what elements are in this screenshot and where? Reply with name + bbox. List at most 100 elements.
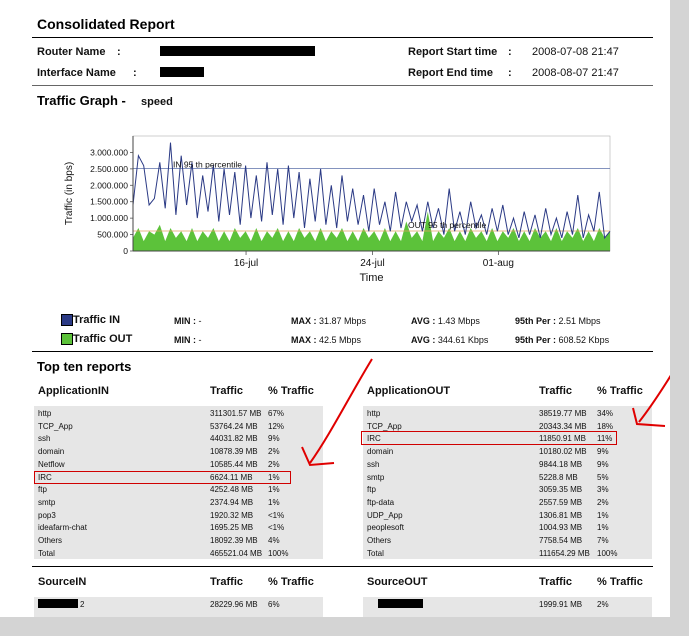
in-avg: AVG : 1.43 Mbps xyxy=(411,316,480,326)
stat-label: MIN : xyxy=(174,335,196,345)
stat-value: 608.52 Kbps xyxy=(558,335,610,345)
table-row: TCP_App 20343.34 MB 18% xyxy=(363,421,652,434)
stat-value: 344.61 Kbps xyxy=(437,335,489,345)
redacted-source-ip xyxy=(378,599,423,608)
irc-highlight-box xyxy=(361,431,617,445)
table-row: ssh 9844.18 MB 9% xyxy=(363,459,652,472)
row-name: Others xyxy=(367,536,392,545)
row-traffic: 465521.04 MB xyxy=(210,548,263,558)
stat-value: - xyxy=(198,316,202,326)
out-max: MAX : 42.5 Mbps xyxy=(291,335,361,345)
row-traffic: 2557.59 MB xyxy=(539,497,583,507)
row-traffic: 1004.93 MB xyxy=(539,523,583,533)
row-name: ftp-data xyxy=(367,497,395,507)
row-name: IRC xyxy=(38,472,52,482)
report-title: Consolidated Report xyxy=(37,16,175,32)
irc-highlight-box xyxy=(34,471,291,484)
row-traffic: 6624.11 MB xyxy=(210,472,253,482)
percent-header: % Traffic xyxy=(597,576,643,588)
table-row: domain 10878.39 MB 2% xyxy=(34,446,323,459)
graph-title: Traffic Graph - xyxy=(37,93,126,108)
row-name: ftp xyxy=(367,485,376,495)
row-percent: 11% xyxy=(597,434,613,444)
row-traffic: 44031.82 MB xyxy=(210,434,258,444)
stat-value: 1.43 Mbps xyxy=(437,316,480,326)
row-percent: 1% xyxy=(268,472,280,482)
stat-label: AVG : xyxy=(411,316,436,326)
row-traffic: 7758.54 MB xyxy=(539,536,583,545)
row-percent: 1% xyxy=(597,510,609,520)
y-tick-label: 1.500.000 xyxy=(90,197,128,207)
stat-label: MAX : xyxy=(291,316,317,326)
row-name: ideafarm-chat xyxy=(38,523,87,533)
traffic-header: Traffic xyxy=(539,385,573,397)
stat-label: MAX : xyxy=(291,335,317,345)
stat-label: MIN : xyxy=(174,316,196,326)
row-percent: 2% xyxy=(597,600,609,609)
row-percent: 2% xyxy=(268,447,280,457)
row-percent: 4% xyxy=(268,536,280,545)
row-traffic: 10585.44 MB xyxy=(210,459,258,469)
traffic-header: Traffic xyxy=(210,385,244,397)
report-end-value: 2008-08-07 21:47 xyxy=(532,67,619,79)
row-percent: 1% xyxy=(597,523,609,533)
row-percent: <1% xyxy=(268,523,285,533)
row-traffic: 10180.02 MB xyxy=(539,447,587,457)
row-name: pop3 xyxy=(38,510,56,520)
traffic-chart: 0 500.000 1.000.000 1.500.000 2.000.000 2.500… xyxy=(64,135,611,284)
table-row: Total 465521.04 MB 100% xyxy=(34,548,323,561)
row-name: ssh xyxy=(367,459,380,469)
row-traffic: 3059.35 MB xyxy=(539,485,583,495)
redacted-source-ip xyxy=(38,599,78,608)
stat-label: 95th Per : xyxy=(515,316,557,326)
row-percent: 3% xyxy=(597,485,609,495)
traffic-header: Traffic xyxy=(539,576,573,588)
row-traffic: 38519.77 MB xyxy=(539,409,587,418)
y-tick-label: 1.000.000 xyxy=(90,213,128,223)
table-row: ftp 3059.35 MB 3% xyxy=(363,484,652,497)
row-name: TCP_App xyxy=(367,421,402,431)
y-axis-label: Traffic (in bps) xyxy=(64,162,75,225)
stat-label: 95th Per : xyxy=(515,335,557,345)
table-row: smtp 5228.8 MB 5% xyxy=(363,472,652,485)
table-row: Others 18092.39 MB 4% xyxy=(34,535,323,548)
colon: : xyxy=(117,46,121,58)
row-percent: 100% xyxy=(268,548,289,558)
row-name: 2 xyxy=(80,600,85,609)
row-percent: 7% xyxy=(597,536,609,545)
in-percentile-label: IN 95 th percentile xyxy=(173,160,242,170)
y-tick-label: 3.000.000 xyxy=(90,147,128,157)
table-row: ideafarm-chat 1695.25 MB <1% xyxy=(34,522,323,535)
row-percent: 12% xyxy=(268,421,285,431)
row-name: UDP_App xyxy=(367,510,403,520)
percent-header: % Traffic xyxy=(268,576,314,588)
stat-label: AVG : xyxy=(411,335,436,345)
row-name: http xyxy=(38,409,52,418)
series-in-line xyxy=(132,142,611,240)
row-traffic: 4252.48 MB xyxy=(210,485,254,495)
table-row: IRC 11850.91 MB 11% xyxy=(363,433,652,446)
row-traffic: 2374.94 MB xyxy=(210,497,254,507)
row-name: domain xyxy=(367,447,394,457)
app-out-table: http 38519.77 MB 34% TCP_App 20343.34 MB 18% I… xyxy=(363,406,652,559)
app-out-header: ApplicationOUT xyxy=(367,385,451,397)
top-ten-title: Top ten reports xyxy=(37,359,132,374)
in-p95: 95th Per : 2.51 Mbps xyxy=(515,316,601,326)
row-traffic: 28229.96 MB xyxy=(210,600,258,609)
horizontal-scrollbar[interactable] xyxy=(0,617,689,636)
row-percent: 1% xyxy=(268,497,280,507)
vertical-scrollbar[interactable] xyxy=(670,0,689,617)
table-row: http 311301.57 MB 67% xyxy=(34,408,323,421)
row-traffic: 18092.39 MB xyxy=(210,536,258,545)
colon: : xyxy=(133,67,137,79)
row-traffic: 311301.57 MB xyxy=(210,409,262,418)
row-traffic: 1999.91 MB xyxy=(539,600,583,609)
stat-value: 31.87 Mbps xyxy=(319,316,367,326)
row-percent: <1% xyxy=(268,510,285,520)
colon: : xyxy=(508,46,512,58)
stat-value: 2.51 Mbps xyxy=(558,316,601,326)
redacted-router-name xyxy=(160,46,315,56)
in-min: MIN : - xyxy=(174,316,202,326)
row-name: peoplesoft xyxy=(367,523,404,533)
row-name: Others xyxy=(38,536,63,545)
